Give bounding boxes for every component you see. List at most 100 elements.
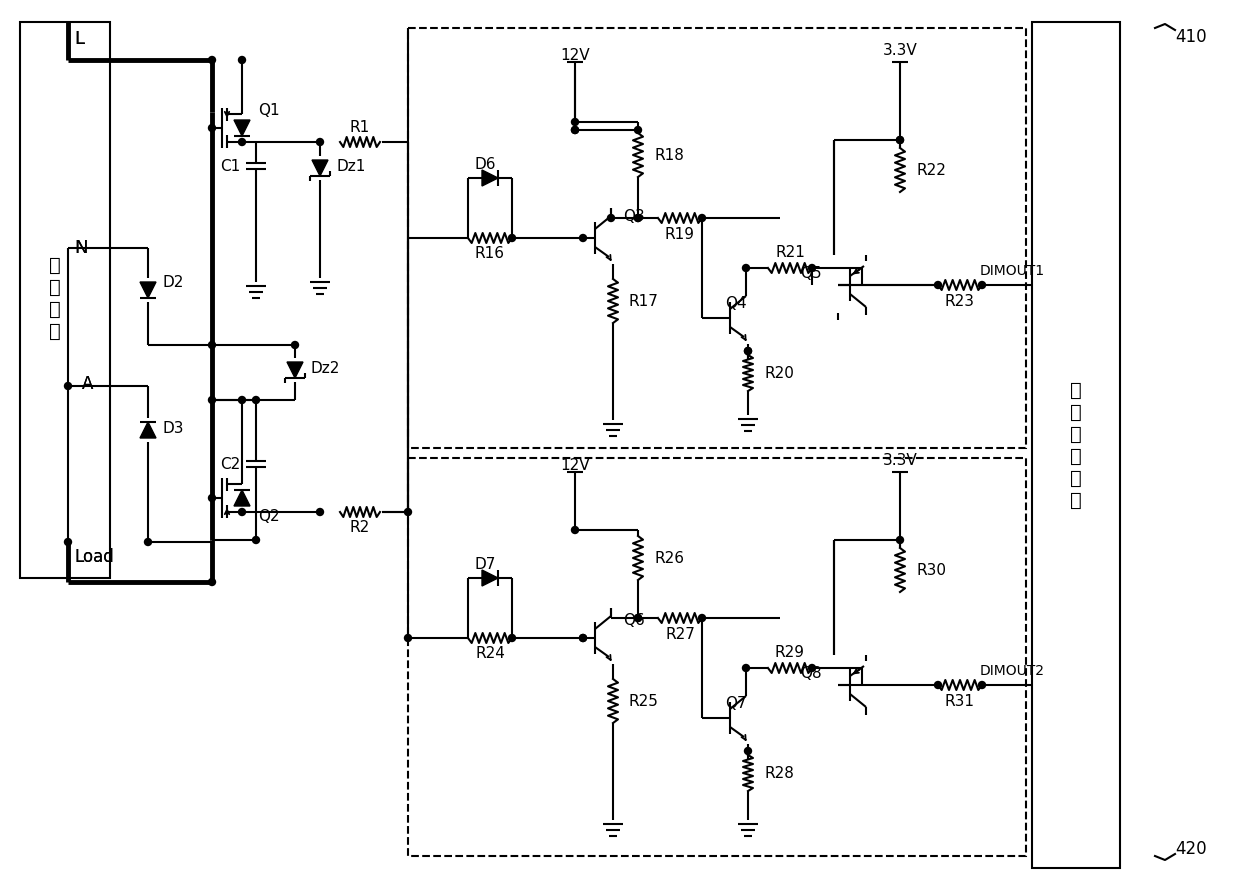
Text: A: A bbox=[82, 375, 93, 393]
Circle shape bbox=[579, 634, 587, 642]
Circle shape bbox=[208, 495, 216, 502]
Text: D7: D7 bbox=[475, 557, 496, 571]
Text: 410: 410 bbox=[1176, 28, 1207, 46]
Circle shape bbox=[291, 341, 299, 348]
Text: 滤
波
模
块: 滤 波 模 块 bbox=[50, 256, 61, 340]
Text: R19: R19 bbox=[665, 226, 694, 241]
Circle shape bbox=[64, 538, 72, 545]
Text: D3: D3 bbox=[162, 421, 185, 436]
Text: R16: R16 bbox=[475, 246, 505, 260]
Circle shape bbox=[808, 665, 816, 672]
Circle shape bbox=[208, 341, 216, 348]
Text: Q4: Q4 bbox=[725, 296, 746, 310]
Text: DIMOUT1: DIMOUT1 bbox=[980, 264, 1045, 278]
Circle shape bbox=[508, 234, 516, 241]
Text: C1: C1 bbox=[219, 159, 241, 174]
Text: 3.3V: 3.3V bbox=[883, 43, 918, 58]
Polygon shape bbox=[482, 570, 498, 586]
Text: N: N bbox=[74, 239, 88, 257]
Text: R18: R18 bbox=[653, 148, 684, 162]
Text: R23: R23 bbox=[945, 293, 975, 308]
Circle shape bbox=[744, 347, 751, 355]
Circle shape bbox=[579, 234, 587, 241]
Text: R17: R17 bbox=[629, 293, 658, 308]
Text: R28: R28 bbox=[764, 765, 794, 781]
Text: N: N bbox=[74, 239, 88, 257]
Circle shape bbox=[572, 127, 579, 134]
Polygon shape bbox=[234, 120, 250, 136]
Text: Dz1: Dz1 bbox=[336, 159, 366, 174]
Text: D6: D6 bbox=[474, 157, 496, 171]
Circle shape bbox=[238, 138, 246, 145]
Circle shape bbox=[635, 127, 641, 134]
Circle shape bbox=[238, 509, 246, 516]
Circle shape bbox=[238, 396, 246, 404]
Circle shape bbox=[253, 396, 259, 404]
Bar bbox=[1032, 22, 1120, 868]
Text: Q1: Q1 bbox=[258, 102, 280, 118]
Bar bbox=[408, 28, 1025, 448]
Circle shape bbox=[698, 615, 706, 622]
Circle shape bbox=[579, 634, 587, 642]
Circle shape bbox=[316, 509, 324, 516]
Text: 3.3V: 3.3V bbox=[883, 453, 918, 468]
Circle shape bbox=[978, 282, 986, 289]
Text: DIMOUT2: DIMOUT2 bbox=[980, 664, 1045, 678]
Text: R26: R26 bbox=[653, 551, 684, 566]
Circle shape bbox=[635, 615, 641, 622]
Circle shape bbox=[743, 265, 749, 272]
Circle shape bbox=[978, 682, 986, 689]
Circle shape bbox=[897, 136, 904, 143]
Circle shape bbox=[572, 119, 579, 126]
Text: 420: 420 bbox=[1176, 840, 1207, 858]
Circle shape bbox=[744, 347, 751, 355]
Bar bbox=[20, 22, 110, 578]
Circle shape bbox=[404, 509, 412, 516]
Circle shape bbox=[935, 682, 941, 689]
Text: R31: R31 bbox=[945, 693, 975, 708]
Polygon shape bbox=[286, 362, 303, 378]
Circle shape bbox=[744, 748, 751, 755]
Text: D2: D2 bbox=[162, 274, 185, 290]
Circle shape bbox=[145, 538, 151, 545]
Text: Q6: Q6 bbox=[622, 612, 645, 627]
Polygon shape bbox=[140, 422, 156, 438]
Bar bbox=[408, 458, 1025, 856]
Circle shape bbox=[404, 634, 412, 642]
Circle shape bbox=[64, 382, 72, 389]
Text: L: L bbox=[74, 30, 84, 48]
Circle shape bbox=[743, 665, 749, 672]
Circle shape bbox=[635, 215, 641, 222]
Text: R27: R27 bbox=[665, 626, 694, 642]
Circle shape bbox=[208, 125, 216, 132]
Circle shape bbox=[897, 536, 904, 544]
Text: 12V: 12V bbox=[560, 47, 590, 62]
Text: A: A bbox=[82, 375, 93, 393]
Circle shape bbox=[608, 215, 615, 222]
Text: R29: R29 bbox=[775, 644, 805, 659]
Text: Dz2: Dz2 bbox=[311, 361, 340, 375]
Circle shape bbox=[635, 615, 641, 622]
Text: R22: R22 bbox=[916, 162, 946, 177]
Circle shape bbox=[208, 56, 216, 63]
Text: Q2: Q2 bbox=[258, 509, 280, 524]
Circle shape bbox=[935, 282, 941, 289]
Circle shape bbox=[508, 634, 516, 642]
Circle shape bbox=[238, 56, 246, 63]
Circle shape bbox=[808, 265, 816, 272]
Text: Q7: Q7 bbox=[725, 696, 746, 710]
Circle shape bbox=[253, 536, 259, 544]
Text: R2: R2 bbox=[350, 519, 370, 535]
Text: C2: C2 bbox=[219, 456, 241, 471]
Text: L: L bbox=[74, 30, 84, 48]
Text: Q5: Q5 bbox=[800, 266, 822, 281]
Text: Load: Load bbox=[74, 548, 114, 566]
Circle shape bbox=[208, 396, 216, 404]
Circle shape bbox=[635, 215, 641, 222]
Text: Load: Load bbox=[74, 548, 114, 566]
Text: R21: R21 bbox=[775, 244, 805, 259]
Circle shape bbox=[572, 127, 579, 134]
Polygon shape bbox=[482, 170, 498, 186]
Text: R30: R30 bbox=[916, 562, 946, 577]
Polygon shape bbox=[140, 282, 156, 298]
